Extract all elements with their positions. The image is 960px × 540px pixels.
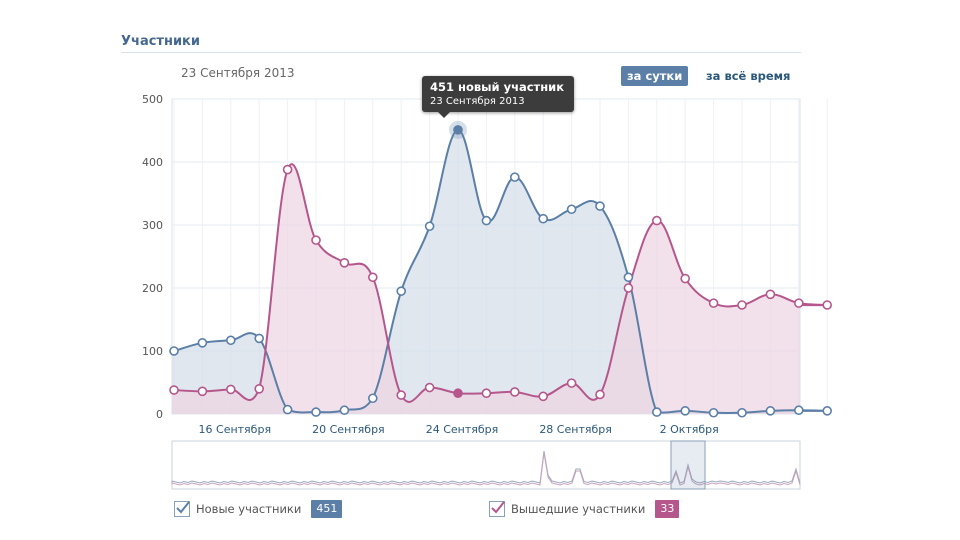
x-tick-label: 24 Сентября <box>426 423 499 436</box>
legend-label: Новые участники <box>196 502 302 516</box>
y-tick-label: 0 <box>156 408 163 421</box>
check-icon <box>491 501 505 514</box>
data-point-new <box>623 272 634 283</box>
data-point-left <box>197 386 208 397</box>
data-point-left <box>509 387 520 397</box>
chart-points <box>169 120 833 418</box>
data-point-left <box>481 388 492 399</box>
data-point-left <box>651 215 662 226</box>
data-point-left <box>708 298 719 308</box>
data-point-new <box>680 406 691 416</box>
data-point-new <box>254 333 265 344</box>
navigator-series-new <box>171 450 801 484</box>
y-tick-label: 100 <box>142 345 163 358</box>
series-line-new <box>170 128 829 414</box>
x-tick-label: 20 Сентября <box>312 423 385 436</box>
page-title: Участники <box>121 34 200 49</box>
data-point-left <box>169 385 179 395</box>
data-point-left <box>765 289 776 300</box>
point-tooltip: 451 новый участник 23 Сентября 2013 <box>422 76 574 112</box>
data-point-left <box>737 300 747 310</box>
data-point-new <box>708 407 719 418</box>
selected-date: 23 Сентября 2013 <box>181 66 295 80</box>
data-point-new <box>197 338 208 348</box>
legend-count-badge: 451 <box>311 500 343 518</box>
y-tick-label: 300 <box>142 219 163 232</box>
data-point-new <box>509 172 520 182</box>
data-point-new <box>651 407 662 417</box>
checkbox-left-members[interactable] <box>489 501 505 517</box>
tooltip-date: 23 Сентября 2013 <box>430 96 525 107</box>
period-all-link[interactable]: за всё время <box>706 69 791 83</box>
title-divider <box>121 52 801 53</box>
data-point-left <box>453 388 463 399</box>
data-point-left <box>396 390 407 400</box>
y-axis: 0 100 200 300 400 500 <box>142 93 163 421</box>
navigator-frame <box>171 440 801 490</box>
data-point-new <box>481 215 492 226</box>
data-point-left <box>339 257 350 268</box>
data-point-new <box>822 406 833 416</box>
x-tick-label: 2 Октября <box>660 423 719 436</box>
data-point-new <box>396 286 407 296</box>
data-point-left <box>822 300 833 310</box>
data-point-new <box>566 204 577 215</box>
series-area-new <box>171 129 828 414</box>
x-tick-label: 28 Сентября <box>539 423 612 436</box>
data-point-left <box>538 391 549 402</box>
period-day-button[interactable]: за сутки <box>621 66 689 86</box>
data-point-new <box>737 407 747 418</box>
data-point-left <box>282 164 293 175</box>
legend-left-members[interactable]: Вышедшие участники 33 <box>489 498 680 520</box>
data-point-new <box>311 407 321 417</box>
data-point-new <box>169 346 179 356</box>
data-point-new <box>793 405 804 416</box>
data-point-new <box>339 405 350 416</box>
data-point-left <box>623 283 634 293</box>
y-tick-label: 500 <box>142 93 163 106</box>
data-point-new <box>424 221 435 232</box>
data-point-left <box>793 298 804 308</box>
data-point-left <box>367 272 378 283</box>
data-point-left <box>226 384 236 395</box>
data-point-left <box>566 378 577 388</box>
checkbox-new-members[interactable] <box>174 501 190 517</box>
legend-count-badge: 33 <box>655 500 680 518</box>
data-point-new <box>453 125 463 135</box>
x-tick-label: 16 Сентября <box>199 423 272 436</box>
check-icon <box>176 501 190 514</box>
data-point-left <box>424 382 435 393</box>
data-point-left <box>311 235 321 245</box>
data-point-new <box>765 406 776 416</box>
tooltip-arrow <box>438 112 450 118</box>
data-point-new <box>595 201 605 211</box>
x-axis: 16 Сентября 20 Сентября 24 Сентября 28 Сент… <box>199 423 719 436</box>
data-point-left <box>680 273 691 284</box>
range-navigator <box>171 440 801 490</box>
y-tick-label: 200 <box>142 282 163 295</box>
tooltip-title: 451 новый участник <box>430 80 565 94</box>
data-point-new <box>538 213 549 224</box>
data-point-left <box>254 383 265 394</box>
navigator-window[interactable] <box>670 440 706 490</box>
data-point-new <box>226 335 236 346</box>
navigator-series-left <box>171 452 801 486</box>
data-point-left <box>595 389 605 400</box>
legend-label: Вышедшие участники <box>511 502 646 516</box>
data-point-new <box>282 404 293 415</box>
y-tick-label: 400 <box>142 156 163 169</box>
data-point-new <box>367 393 378 404</box>
legend-new-members[interactable]: Новые участники 451 <box>174 498 343 520</box>
